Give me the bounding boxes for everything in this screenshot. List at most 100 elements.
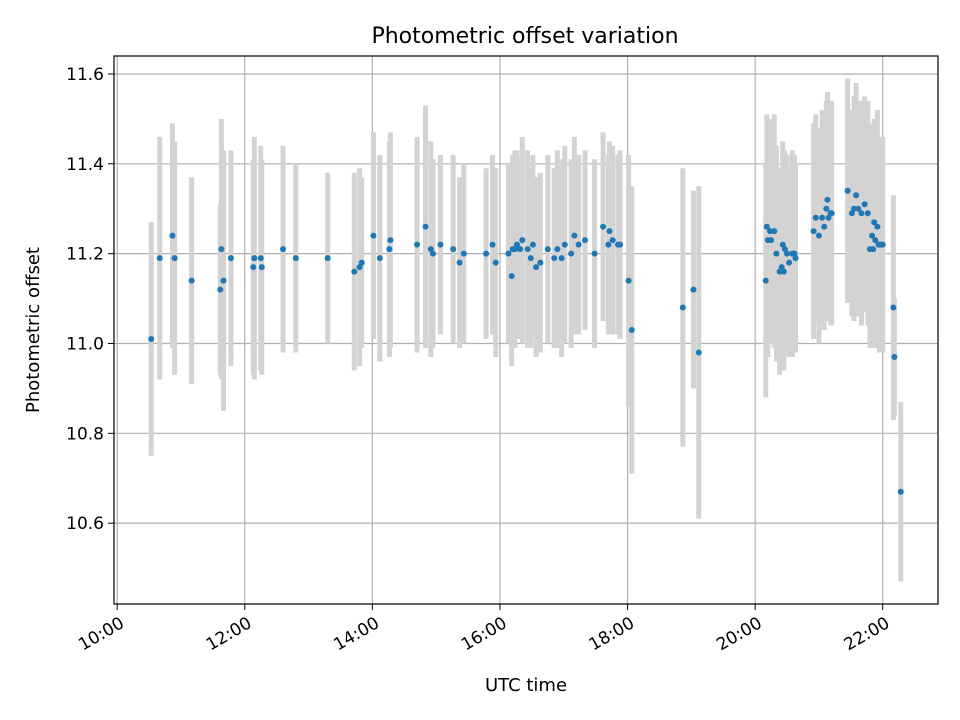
y-tick-label: 10.6 — [66, 514, 104, 534]
data-point — [872, 237, 879, 244]
data-point — [824, 196, 831, 203]
data-point — [609, 237, 616, 244]
data-point — [828, 210, 835, 217]
y-tick-label: 11.2 — [66, 245, 104, 265]
y-tick-label: 10.8 — [66, 424, 104, 444]
data-point — [823, 205, 830, 212]
data-point — [450, 246, 457, 253]
errorbars-group — [148, 78, 904, 582]
data-point — [529, 241, 536, 248]
data-point — [551, 255, 558, 262]
data-point — [250, 264, 257, 271]
data-point — [810, 228, 817, 235]
data-point — [544, 246, 551, 253]
data-point — [582, 237, 589, 244]
data-point — [257, 255, 264, 262]
data-point — [558, 255, 565, 262]
data-point — [414, 241, 421, 248]
data-point — [533, 264, 540, 271]
x-tick-label: 12:00 — [203, 613, 255, 655]
data-point — [437, 241, 444, 248]
data-point — [171, 255, 178, 262]
data-point — [427, 246, 434, 253]
data-point — [324, 255, 331, 262]
data-point — [848, 210, 855, 217]
data-point — [376, 255, 383, 262]
data-point — [456, 259, 463, 266]
data-point — [537, 259, 544, 266]
data-point — [227, 255, 234, 262]
y-axis-label: Photometric offset — [23, 247, 44, 413]
data-point — [483, 250, 490, 257]
data-point — [492, 259, 499, 266]
data-point — [773, 250, 780, 257]
data-point — [870, 246, 877, 253]
data-point — [575, 241, 582, 248]
data-point — [605, 241, 612, 248]
x-axis-label: UTC time — [485, 675, 567, 696]
x-tick-label: 22:00 — [841, 613, 893, 655]
data-point — [858, 210, 865, 217]
points-group — [148, 187, 904, 495]
data-point — [169, 232, 176, 239]
data-point — [628, 327, 635, 333]
data-point — [370, 232, 377, 239]
data-point — [600, 223, 607, 230]
data-point — [351, 268, 358, 275]
data-point — [874, 223, 881, 230]
data-point — [513, 241, 520, 248]
x-tick-label: 16:00 — [458, 613, 510, 655]
data-point — [617, 241, 624, 248]
data-point — [781, 246, 788, 253]
data-point — [258, 264, 265, 271]
data-point — [386, 246, 393, 253]
data-point — [763, 223, 770, 230]
data-point — [890, 304, 897, 311]
data-point — [762, 277, 769, 284]
x-tick-label: 10:00 — [75, 613, 127, 655]
data-point — [864, 210, 871, 217]
data-point — [815, 232, 822, 239]
data-point — [591, 250, 598, 257]
data-point — [519, 237, 526, 244]
data-point — [554, 246, 561, 253]
data-point — [844, 187, 851, 194]
data-point — [625, 277, 632, 284]
data-point — [897, 488, 904, 495]
data-point — [792, 255, 799, 262]
data-point — [508, 273, 515, 280]
y-tick-label: 11.4 — [66, 155, 104, 175]
data-point — [869, 232, 876, 239]
data-point — [280, 246, 287, 253]
data-point — [489, 241, 496, 248]
data-point — [767, 228, 774, 235]
data-point — [855, 205, 862, 212]
data-point — [771, 228, 778, 235]
data-point — [358, 259, 365, 266]
data-point — [217, 286, 224, 293]
data-point — [786, 259, 793, 266]
data-point — [851, 205, 858, 212]
data-point — [784, 250, 791, 257]
data-point — [779, 241, 786, 248]
data-point — [251, 255, 258, 262]
data-point — [218, 246, 225, 253]
data-point — [571, 232, 578, 239]
data-point — [821, 223, 828, 230]
data-point — [768, 237, 775, 244]
data-point — [568, 250, 575, 257]
data-point — [148, 335, 155, 342]
x-axis-ticks: 10:00 12:00 14:00 16:00 18:00 20:00 22:00 — [75, 604, 893, 655]
x-tick-label: 18:00 — [586, 613, 638, 655]
data-point — [776, 268, 783, 275]
data-point — [292, 255, 299, 262]
data-point — [422, 223, 429, 230]
data-point — [778, 264, 785, 271]
data-point — [524, 246, 531, 253]
data-point — [690, 286, 697, 293]
data-point — [879, 241, 886, 248]
data-point — [861, 201, 868, 208]
data-point — [156, 255, 163, 262]
plot-frame — [113, 55, 939, 605]
